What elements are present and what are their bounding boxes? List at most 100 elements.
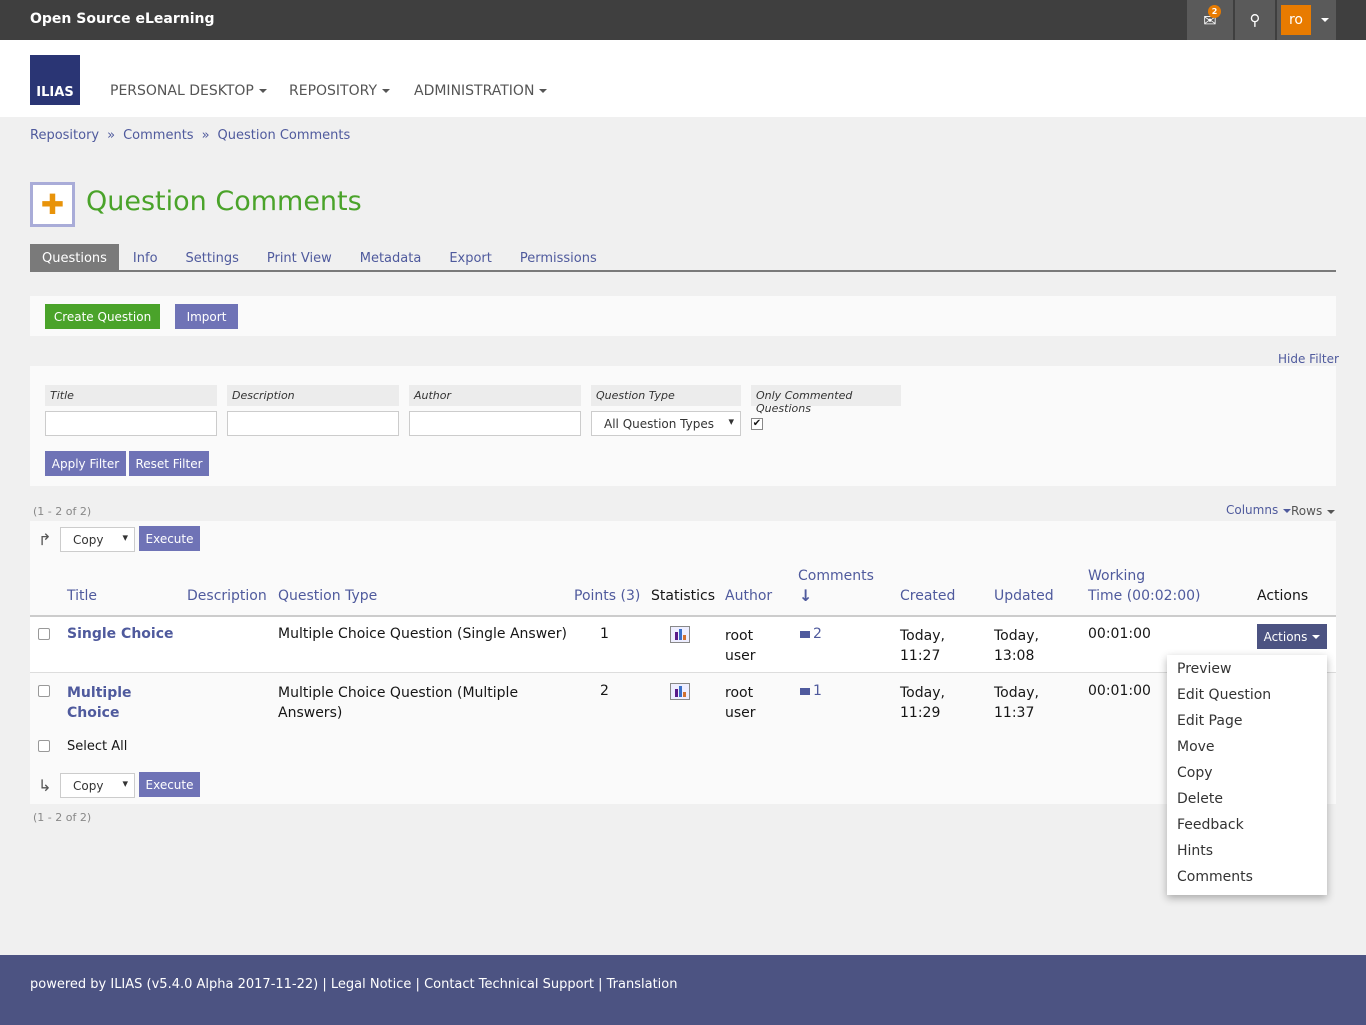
description-filter-input[interactable] — [227, 411, 399, 436]
tab-print-view[interactable]: Print View — [266, 251, 332, 266]
chevron-down-icon — [1283, 508, 1292, 513]
sort-down-icon: ↓ — [799, 586, 813, 605]
columns-label: Columns — [1226, 503, 1279, 517]
header-author[interactable]: Author — [725, 588, 773, 604]
tab-info[interactable]: Info — [132, 251, 158, 266]
menu-item-comments[interactable]: Comments — [1177, 869, 1253, 885]
statistics-icon[interactable] — [670, 683, 690, 700]
legal-notice-link[interactable]: Legal Notice — [330, 977, 412, 992]
tab-export[interactable]: Export — [449, 251, 492, 266]
row-checkbox[interactable] — [38, 685, 50, 697]
filter-label-author: Author — [409, 385, 581, 406]
arrow-down-right-icon: ↳ — [38, 776, 52, 795]
user-menu[interactable]: ro — [1277, 0, 1336, 40]
filter-label-only-commented: Only Commented Questions — [751, 385, 901, 415]
question-type: Multiple Choice Question (Multiple Answer… — [278, 683, 518, 723]
breadcrumb-question-comments[interactable]: Question Comments — [217, 128, 351, 143]
menu-item-feedback[interactable]: Feedback — [1177, 817, 1244, 833]
question-title-link[interactable]: Multiple Choice — [67, 683, 132, 723]
statistics-icon[interactable] — [670, 626, 690, 643]
updated-line: 11:37 — [994, 705, 1035, 721]
question-title-link[interactable]: Single Choice — [67, 626, 174, 642]
menu-item-copy[interactable]: Copy — [1177, 765, 1213, 781]
header-working-time-2[interactable]: Time (00:02:00) — [1088, 588, 1201, 604]
arrow-up-right-icon: ↱ — [38, 530, 52, 549]
nav-personal-desktop[interactable]: PERSONAL DESKTOP — [110, 83, 267, 99]
tab-bar: Questions Info Settings Print View Metad… — [30, 244, 1336, 272]
apply-filter-button[interactable]: Apply Filter — [45, 451, 126, 476]
header-points[interactable]: Points (3) — [574, 588, 641, 604]
header-created[interactable]: Created — [900, 588, 956, 604]
tab-permissions[interactable]: Permissions — [519, 251, 597, 266]
comment-icon — [800, 687, 810, 695]
updated: Today, 11:37 — [994, 683, 1039, 723]
comment-count: 1 — [813, 683, 822, 699]
nav-label: PERSONAL DESKTOP — [110, 83, 254, 99]
comments-link[interactable]: 2 — [800, 626, 822, 642]
comment-count: 2 — [813, 626, 822, 642]
tab-metadata[interactable]: Metadata — [359, 251, 422, 266]
breadcrumb-repository[interactable]: Repository — [30, 128, 100, 143]
header-title[interactable]: Title — [67, 588, 98, 604]
menu-item-edit-page[interactable]: Edit Page — [1177, 713, 1243, 729]
chevron-down-icon — [539, 89, 548, 93]
create-question-button[interactable]: Create Question — [45, 304, 160, 329]
header-updated[interactable]: Updated — [994, 588, 1054, 604]
reset-filter-button[interactable]: Reset Filter — [129, 451, 209, 476]
comments-link[interactable]: 1 — [800, 683, 822, 699]
author-line: root — [725, 628, 754, 644]
tab-settings[interactable]: Settings — [185, 251, 239, 266]
created-line: 11:27 — [900, 648, 941, 664]
footer: powered by ILIAS (v5.4.0 Alpha 2017-11-2… — [0, 955, 1366, 1025]
select-all-checkbox[interactable] — [38, 740, 50, 752]
only-commented-checkbox[interactable]: ✔ — [751, 418, 763, 430]
question-type: Multiple Choice Question (Single Answer) — [278, 626, 567, 642]
nav-administration[interactable]: ADMINISTRATION — [414, 83, 548, 99]
page-title: Question Comments — [86, 186, 362, 217]
author-filter-input[interactable] — [409, 411, 581, 436]
nav-repository[interactable]: REPOSITORY — [289, 83, 391, 99]
menu-item-delete[interactable]: Delete — [1177, 791, 1223, 807]
contact-support-link[interactable]: Contact Technical Support — [424, 977, 594, 992]
header-description[interactable]: Description — [187, 588, 267, 604]
menu-item-hints[interactable]: Hints — [1177, 843, 1214, 859]
multi-action-select-top[interactable]: Copy — [60, 527, 135, 552]
select-all-label[interactable]: Select All — [67, 739, 128, 754]
title-filter-input[interactable] — [45, 411, 217, 436]
translation-link[interactable]: Translation — [606, 977, 678, 992]
header-comments[interactable]: Comments — [798, 568, 874, 584]
top-bar: Open Source eLearning ✉ 2 ⚲ ro — [0, 0, 1366, 40]
header-statistics: Statistics — [651, 588, 715, 604]
actions-dropdown-menu: Preview Edit Question Edit Page Move Cop… — [1167, 655, 1327, 895]
columns-dropdown[interactable]: Columns — [1226, 503, 1292, 517]
tab-questions[interactable]: Questions — [30, 244, 119, 270]
import-button[interactable]: Import — [175, 304, 238, 329]
header-working-time[interactable]: Working — [1088, 568, 1146, 584]
question-type-select[interactable]: All Question Types — [591, 411, 741, 436]
multi-action-select-bottom[interactable]: Copy — [60, 773, 135, 798]
ilias-logo[interactable]: ILIAS — [30, 55, 80, 105]
nav-label: ADMINISTRATION — [414, 83, 535, 99]
search-icon: ⚲ — [1249, 11, 1261, 29]
chevron-down-icon — [258, 89, 267, 93]
menu-item-move[interactable]: Move — [1177, 739, 1215, 755]
updated-line: Today, — [994, 685, 1039, 701]
author-line: user — [725, 705, 756, 721]
menu-item-preview[interactable]: Preview — [1177, 661, 1232, 677]
row-checkbox[interactable] — [38, 628, 50, 640]
menu-item-edit-question[interactable]: Edit Question — [1177, 687, 1272, 703]
title-line: Choice — [67, 705, 120, 721]
breadcrumb-comments[interactable]: Comments — [123, 128, 194, 143]
hide-filter-link[interactable]: Hide Filter — [1278, 352, 1339, 366]
filter-panel: Title Description Author Question Type O… — [30, 366, 1336, 486]
actions-button[interactable]: Actions — [1257, 624, 1327, 649]
mail-button[interactable]: ✉ 2 — [1187, 0, 1233, 40]
execute-button-bottom[interactable]: Execute — [139, 772, 200, 797]
nav-label: REPOSITORY — [289, 83, 378, 99]
range-top: (1 - 2 of 2) — [33, 505, 92, 518]
chevron-down-icon — [1327, 509, 1336, 514]
header-question-type[interactable]: Question Type — [278, 588, 378, 604]
execute-button-top[interactable]: Execute — [139, 526, 200, 551]
search-button[interactable]: ⚲ — [1235, 0, 1275, 40]
rows-dropdown[interactable]: Rows — [1291, 504, 1336, 518]
